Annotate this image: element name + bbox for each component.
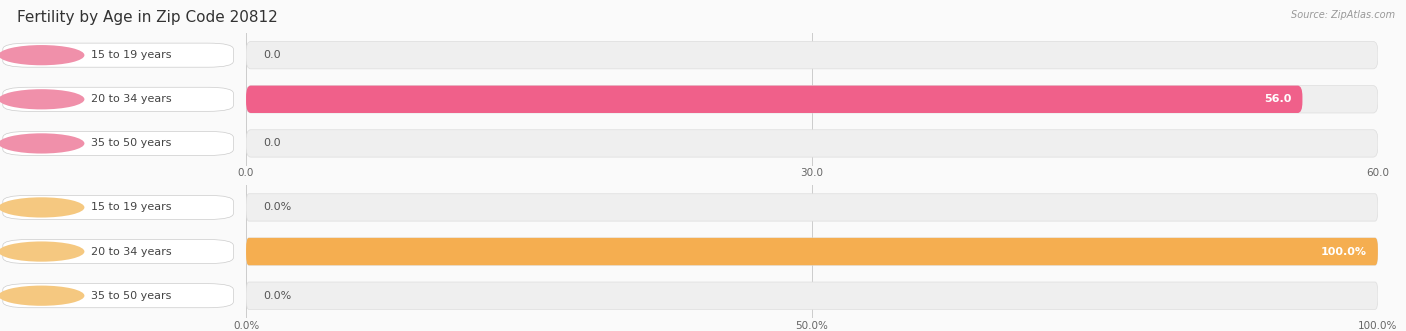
Text: 15 to 19 years: 15 to 19 years: [91, 50, 172, 60]
FancyBboxPatch shape: [246, 238, 1378, 265]
FancyBboxPatch shape: [246, 86, 1378, 113]
FancyBboxPatch shape: [246, 130, 1378, 157]
Text: 15 to 19 years: 15 to 19 years: [91, 203, 172, 213]
Text: 35 to 50 years: 35 to 50 years: [91, 291, 172, 301]
FancyBboxPatch shape: [246, 86, 1302, 113]
Text: 0.0%: 0.0%: [263, 291, 291, 301]
Text: 20 to 34 years: 20 to 34 years: [91, 94, 172, 104]
Text: 0.0: 0.0: [263, 50, 281, 60]
Text: 0.0: 0.0: [263, 138, 281, 148]
Text: Source: ZipAtlas.com: Source: ZipAtlas.com: [1291, 10, 1395, 20]
Text: 0.0%: 0.0%: [263, 203, 291, 213]
Text: 56.0: 56.0: [1264, 94, 1291, 104]
FancyBboxPatch shape: [246, 238, 1378, 265]
Text: 100.0%: 100.0%: [1320, 247, 1367, 257]
FancyBboxPatch shape: [246, 41, 1378, 69]
Text: 20 to 34 years: 20 to 34 years: [91, 247, 172, 257]
Text: 35 to 50 years: 35 to 50 years: [91, 138, 172, 148]
Text: Fertility by Age in Zip Code 20812: Fertility by Age in Zip Code 20812: [17, 10, 277, 25]
FancyBboxPatch shape: [246, 194, 1378, 221]
FancyBboxPatch shape: [246, 282, 1378, 309]
